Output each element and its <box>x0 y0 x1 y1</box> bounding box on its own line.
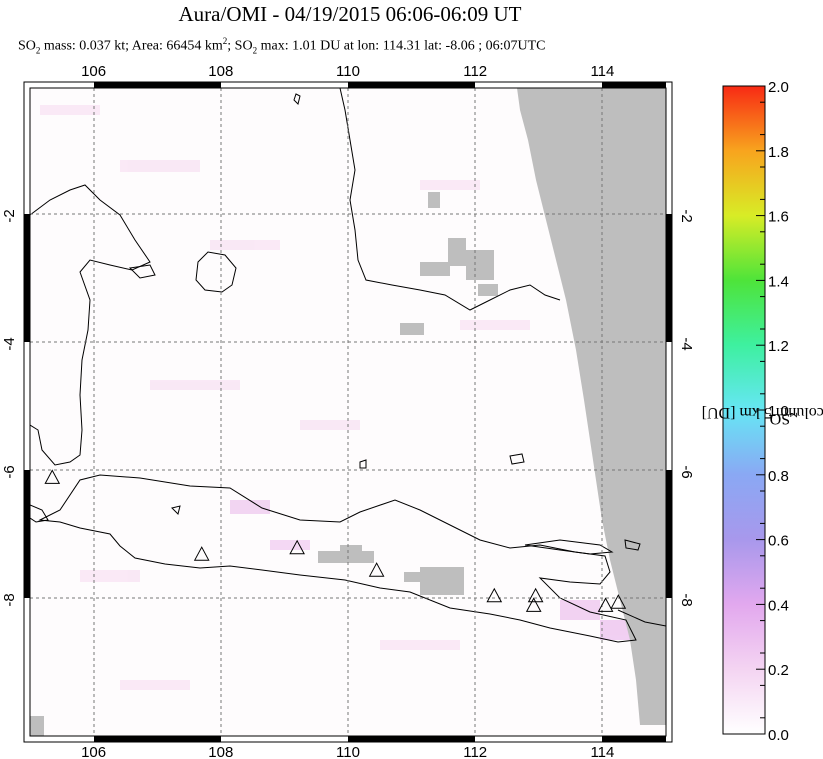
lat-tick-label: -6 <box>1 465 18 478</box>
lat-tick-label: -4 <box>1 337 18 350</box>
volcano-marker <box>486 587 503 603</box>
lon-tick-label: 110 <box>336 744 360 759</box>
colorbar-tick-label: 0.4 <box>768 597 789 614</box>
lon-tick-label: 114 <box>590 63 614 80</box>
lon-tick-labels-bottom: 106 108 110 112 114 <box>81 744 614 759</box>
lat-tick-label: -2 <box>1 209 18 222</box>
lat-tick-label: -6 <box>678 465 695 478</box>
map-frame <box>23 81 673 743</box>
colorbar-tick-label: 0.8 <box>768 468 789 485</box>
lat-tick-labels-left: -2 -4 -6 -8 <box>1 209 18 606</box>
map-subtitle: SO2 mass: 0.037 kt; Area: 66454 km2; SO2… <box>18 36 546 56</box>
colorbar-tick-label: 1.4 <box>768 273 789 290</box>
colorbar-tick-label: 1.6 <box>768 209 789 226</box>
no-data-patches <box>318 192 498 595</box>
lon-tick-label: 112 <box>463 744 487 759</box>
volcano-marker <box>525 597 542 612</box>
colorbar-tick-label: 0.6 <box>768 533 789 550</box>
volcano-marker <box>289 539 305 555</box>
volcano-marker <box>597 597 614 612</box>
volcano-marker <box>610 594 627 609</box>
map-title: Aura/OMI - 04/19/2015 06:06-06:09 UT <box>178 2 522 26</box>
colorbar-tick-label: 0.0 <box>768 727 789 744</box>
map-grid <box>30 88 666 736</box>
lon-tick-label: 110 <box>336 63 360 80</box>
lat-tick-label: -4 <box>678 337 695 350</box>
lat-tick-label: -2 <box>678 209 695 222</box>
no-data-region <box>517 88 666 725</box>
lon-tick-label: 108 <box>208 744 233 759</box>
volcano-marker <box>44 469 61 484</box>
lat-tick-labels-right: -2 -4 -6 -8 <box>678 209 695 606</box>
colorbar-tick-label: 1.8 <box>768 144 789 161</box>
lon-tick-label: 112 <box>463 63 487 80</box>
volcano-markers <box>44 469 627 612</box>
lon-tick-label: 108 <box>208 63 233 80</box>
volcano-marker <box>193 546 210 561</box>
so2-signal <box>40 105 630 690</box>
colorbar-tick-label: 1.0 <box>768 403 789 420</box>
lon-tick-label: 106 <box>81 744 106 759</box>
colorbar-tick-label: 0.2 <box>768 662 789 679</box>
lon-tick-label: 106 <box>81 63 106 80</box>
lat-tick-label: -8 <box>1 593 18 606</box>
lat-tick-label: -8 <box>678 593 695 606</box>
lon-tick-labels-top: 106 108 110 112 114 <box>81 63 614 80</box>
colorbar-ticks: 0.0 0.2 0.4 0.6 0.8 1.0 1.2 1.4 1.6 1.8 2.0 <box>756 79 789 744</box>
volcano-marker <box>368 562 385 577</box>
colorbar-tick-label: 2.0 <box>768 79 789 96</box>
lon-tick-label: 114 <box>590 744 614 759</box>
colorbar-tick-label: 1.2 <box>768 338 789 355</box>
